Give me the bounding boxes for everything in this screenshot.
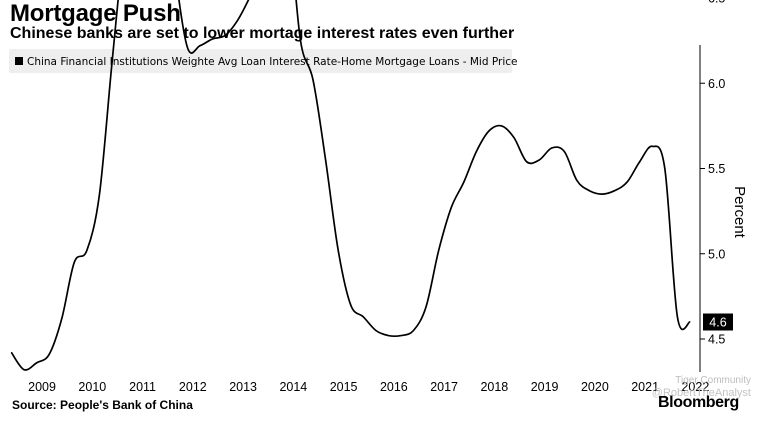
- data-point: [526, 161, 528, 163]
- data-point: [387, 335, 389, 337]
- x-tick-label: 2014: [279, 380, 307, 394]
- x-tick-label: 2018: [480, 380, 508, 394]
- data-point: [412, 329, 415, 332]
- x-tick-label: 2013: [229, 380, 257, 394]
- y-tick-label: 5.0: [708, 247, 725, 261]
- watermark: Tiger Community @RobertTheAnalyst: [652, 374, 751, 400]
- data-point: [588, 190, 591, 192]
- data-point: [211, 38, 214, 40]
- data-point: [23, 369, 25, 371]
- data-point: [224, 34, 226, 37]
- series-layer: [10, 0, 691, 371]
- data-point: [362, 316, 364, 318]
- last-value-box: [703, 313, 733, 331]
- data-point: [639, 161, 641, 163]
- source-note: Source: People's Bank of China: [12, 398, 193, 412]
- x-tick-label: 2015: [330, 380, 358, 394]
- data-point: [61, 317, 63, 320]
- last-value-label: 4.6: [709, 316, 726, 330]
- data-point: [312, 79, 314, 81]
- data-point: [86, 249, 88, 251]
- data-point: [626, 181, 628, 183]
- chart-subtitle: Chinese banks are set to lower mortage i…: [10, 25, 515, 42]
- data-point: [475, 150, 477, 153]
- data-point: [614, 190, 616, 192]
- data-point: [450, 207, 452, 209]
- data-point: [425, 306, 427, 308]
- last-value-marker: 4.6: [703, 313, 733, 331]
- data-point: [488, 130, 490, 132]
- data-point: [337, 249, 339, 251]
- x-tick-label: 2021: [631, 380, 659, 394]
- x-tick-label: 2016: [380, 380, 408, 394]
- watermark-community: Tiger Community: [675, 375, 751, 386]
- data-point: [651, 145, 653, 147]
- data-point: [664, 167, 666, 170]
- data-point: [601, 193, 603, 195]
- data-point: [36, 362, 38, 364]
- data-point: [48, 353, 50, 355]
- data-point: [111, 62, 113, 64]
- data-point: [551, 147, 553, 149]
- x-tick-label: 2020: [581, 380, 609, 394]
- x-tick-label: 2019: [531, 380, 559, 394]
- data-point: [400, 335, 402, 337]
- data-point: [299, 40, 302, 42]
- data-point: [563, 150, 565, 153]
- y-tick-label: 5.5: [708, 162, 725, 176]
- data-point: [538, 159, 540, 161]
- x-axis: 2009 2010 2011 2012 2013 2014 2015 2016 2017 2018…: [23, 369, 709, 394]
- x-tick-label: 2010: [78, 380, 106, 394]
- x-tick-label: 2009: [28, 380, 56, 394]
- data-point: [10, 352, 13, 354]
- data-point: [199, 45, 201, 47]
- y-axis: 4.55.05.56.06.57.07.5: [699, 0, 725, 372]
- legend-swatch: [15, 57, 23, 65]
- bloomberg-logo: Bloomberg: [658, 394, 739, 411]
- legend-box: [9, 49, 512, 73]
- x-tick-label: 2012: [179, 380, 207, 394]
- data-point: [73, 261, 75, 263]
- x-tick-label: 2022: [681, 380, 709, 394]
- watermark-handle: @RobertTheAnalyst: [651, 387, 751, 399]
- data-point: [676, 316, 679, 318]
- y-tick-label: 6.5: [708, 0, 725, 6]
- legend: China Financial Institutions Weighte Avg…: [9, 49, 517, 73]
- data-point: [576, 179, 578, 181]
- data-point: [375, 329, 377, 332]
- data-point: [689, 321, 691, 323]
- y-tick-label: 6.0: [708, 77, 725, 91]
- data-point: [98, 193, 101, 195]
- chart-title: Mortgage Push: [10, 0, 181, 27]
- x-tick-label: 2011: [129, 380, 156, 394]
- y-tick-label: 4.5: [708, 333, 725, 347]
- x-tick-label: 2017: [430, 380, 458, 394]
- data-point: [500, 125, 503, 127]
- data-point: [186, 46, 188, 49]
- legend-entry: China Financial Institutions Weighte Avg…: [27, 56, 517, 68]
- y-axis-label: Percent: [731, 186, 748, 239]
- data-point: [325, 159, 327, 161]
- data-point: [463, 181, 465, 183]
- data-point: [438, 249, 440, 251]
- data-point: [513, 137, 515, 139]
- data-point: [237, 19, 239, 21]
- data-point: [350, 304, 352, 306]
